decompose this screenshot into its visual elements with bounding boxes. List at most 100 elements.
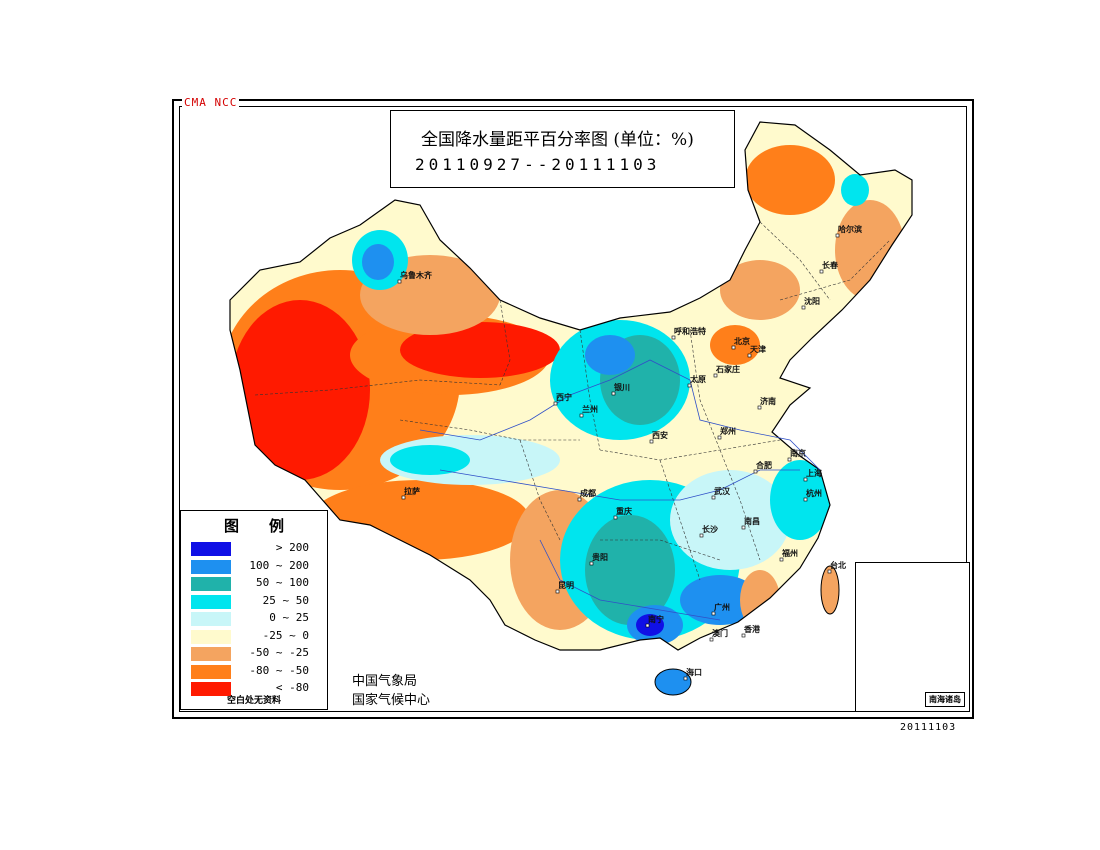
legend-swatch — [191, 612, 231, 626]
city-label: 合肥 — [755, 460, 772, 470]
city-label: 南昌 — [744, 516, 760, 526]
hainan-island — [654, 668, 692, 696]
city-label: 广州 — [714, 602, 730, 612]
city-label: 福州 — [781, 548, 798, 558]
rivers — [419, 359, 821, 621]
city-dot — [835, 233, 840, 238]
legend-swatch — [191, 594, 231, 609]
legend-item: -80 ~ -50 — [191, 664, 321, 680]
city-dot — [711, 495, 716, 500]
city-label: 拉萨 — [404, 486, 420, 496]
legend-item: > 200 — [191, 541, 321, 557]
legend-item: 50 ~ 100 — [191, 576, 321, 592]
city-label: 重庆 — [616, 506, 632, 516]
city-dot — [757, 405, 762, 410]
city-dot — [401, 495, 406, 500]
city-label: 杭州 — [806, 488, 822, 498]
city-label: 澳门 — [712, 628, 728, 638]
city-dot — [671, 335, 676, 340]
city-label: 石家庄 — [715, 364, 740, 374]
legend-swatch — [191, 682, 231, 696]
city-dot — [611, 391, 616, 396]
legend-swatch — [191, 577, 231, 591]
city-dot — [741, 525, 746, 530]
legend: 图例 > 200 100 ~ 200 50 ~ 100 25 ~ 50 0 ~ 25 -2… — [180, 510, 328, 710]
city-dot — [613, 515, 618, 520]
legend-item: -50 ~ -25 — [191, 646, 321, 662]
legend-swatch — [191, 664, 231, 679]
legend-item: -25 ~ 0 — [191, 629, 321, 645]
city-label: 成都 — [580, 488, 596, 498]
map-title: 全国降水量距平百分率图 (单位：%) — [421, 130, 694, 150]
map-inner-border — [179, 106, 967, 712]
agency-ncc: 国家气候中心 — [352, 693, 431, 708]
legend-label: 0 ~ 25 — [269, 611, 309, 624]
inset-label: 南海诸岛 — [925, 692, 965, 707]
city-dot — [741, 633, 746, 638]
legend-item: 25 ~ 50 — [191, 594, 321, 610]
city-label: 长沙 — [702, 524, 718, 534]
legend-label: 50 ~ 100 — [256, 576, 309, 589]
legend-swatch — [191, 559, 231, 574]
city-label: 西宁 — [556, 392, 572, 402]
city-dot — [717, 435, 722, 440]
taiwan-island — [820, 565, 840, 615]
city-label: 太原 — [689, 374, 706, 384]
legend-swatch — [191, 647, 231, 661]
city-label: 长春 — [822, 260, 838, 270]
city-dot — [819, 269, 824, 274]
city-label: 南宁 — [648, 614, 664, 624]
legend-swatch — [191, 629, 231, 644]
city-label: 乌鲁木齐 — [400, 270, 433, 280]
legend-label: -80 ~ -50 — [249, 663, 309, 677]
city-label: 西安 — [652, 430, 668, 440]
city-label: 海口 — [686, 667, 702, 677]
city-dot — [713, 373, 718, 378]
issue-date: 20111103 — [900, 722, 957, 733]
date-range: 20110927--20111103 — [415, 155, 661, 174]
city-dot — [753, 469, 758, 474]
city-label: 昆明 — [558, 580, 574, 590]
city-dot — [711, 611, 716, 616]
city-dot — [801, 305, 806, 310]
legend-label: < -80 — [275, 681, 309, 694]
city-dot — [803, 477, 808, 482]
city-dot — [589, 561, 594, 566]
city-label: 呼和浩特 — [674, 326, 706, 336]
legend-swatch — [191, 542, 231, 556]
city-dot — [787, 457, 792, 462]
city-label: 香港 — [743, 624, 761, 634]
city-label: 兰州 — [582, 404, 598, 414]
city-dot — [803, 497, 808, 502]
city-label: 贵阳 — [592, 552, 608, 562]
city-dot — [645, 623, 650, 628]
city-dot — [687, 383, 692, 388]
legend-note: 空白处无资料 — [226, 696, 281, 706]
city-label: 北京 — [734, 336, 750, 346]
city-label: 南京 — [790, 448, 806, 458]
city-dot — [683, 676, 688, 681]
legend-item: 100 ~ 200 — [191, 559, 321, 575]
legend-label: 100 ~ 200 — [249, 558, 309, 572]
legend-label: -50 ~ -25 — [249, 646, 309, 659]
legend-item: 0 ~ 25 — [191, 611, 321, 627]
city-dot — [709, 637, 714, 642]
city-dot — [397, 279, 402, 284]
city-label: 济南 — [760, 396, 776, 406]
city-label: 沈阳 — [804, 296, 820, 306]
city-dot — [747, 353, 752, 358]
city-dot — [577, 497, 582, 502]
city-dot — [555, 589, 560, 594]
city-dot — [779, 557, 784, 562]
city-dot — [553, 401, 558, 406]
city-dot — [579, 413, 584, 418]
city-dot — [731, 345, 736, 350]
city-label: 银川 — [613, 382, 630, 392]
city-dot — [827, 569, 832, 574]
legend-title: 图例 — [223, 517, 314, 535]
city-dot — [649, 439, 654, 444]
agency-credit: 中国气象局 国家气候中心 — [352, 672, 430, 710]
agency-cma: 中国气象局 — [352, 674, 418, 689]
